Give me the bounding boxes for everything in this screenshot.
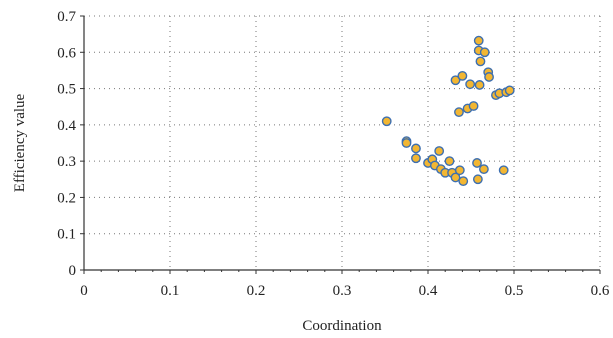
x-tick-label: 0.1 xyxy=(161,283,180,299)
data-point xyxy=(474,80,485,90)
data-point xyxy=(450,75,461,86)
y-tick-label: 0 xyxy=(69,263,77,279)
data-point xyxy=(454,107,464,118)
y-tick-label: 0.1 xyxy=(57,227,76,243)
data-point xyxy=(478,164,489,175)
data-point xyxy=(381,116,392,127)
data-point xyxy=(444,156,455,167)
data-point xyxy=(450,172,461,183)
x-tick-labels: 0 0.1 0.2 0.3 0.4 0.5 0.6 xyxy=(80,283,610,299)
data-point xyxy=(454,165,465,176)
data-point xyxy=(401,138,412,148)
data-point xyxy=(468,101,479,111)
grid-lines xyxy=(84,15,601,270)
data-point xyxy=(473,35,484,46)
data-point xyxy=(465,79,476,90)
x-tick-label: 0 xyxy=(80,283,88,299)
data-point xyxy=(434,146,445,156)
y-tick-label: 0.2 xyxy=(57,190,76,206)
y-tick-label: 0.5 xyxy=(57,82,76,98)
y-tick-label: 0.7 xyxy=(57,9,76,25)
y-tick-label: 0.4 xyxy=(57,118,76,134)
data-point xyxy=(458,176,469,187)
data-point xyxy=(472,174,483,185)
data-point xyxy=(479,47,490,58)
data-point xyxy=(498,165,509,176)
x-tick-label: 0.2 xyxy=(247,283,266,299)
data-points xyxy=(381,35,515,187)
x-tick-label: 0.3 xyxy=(333,283,352,299)
data-point xyxy=(457,70,468,81)
data-point xyxy=(504,85,515,96)
x-tick-label: 0.5 xyxy=(505,283,524,299)
data-point xyxy=(472,158,482,168)
y-tick-label: 0.3 xyxy=(57,154,76,170)
x-tick-label: 0.4 xyxy=(419,283,438,299)
y-axis-title: Efficiency value xyxy=(12,93,28,192)
x-axis-title: Coordination xyxy=(302,318,382,334)
x-tick-label: 0.6 xyxy=(591,283,610,299)
data-point xyxy=(411,153,421,164)
data-point xyxy=(411,143,421,154)
data-point xyxy=(475,56,486,67)
data-point xyxy=(484,72,494,82)
axes xyxy=(80,15,601,274)
y-tick-labels: 0 0.1 0.2 0.3 0.4 0.5 0.6 0.7 xyxy=(57,9,76,279)
y-tick-label: 0.6 xyxy=(57,45,76,61)
